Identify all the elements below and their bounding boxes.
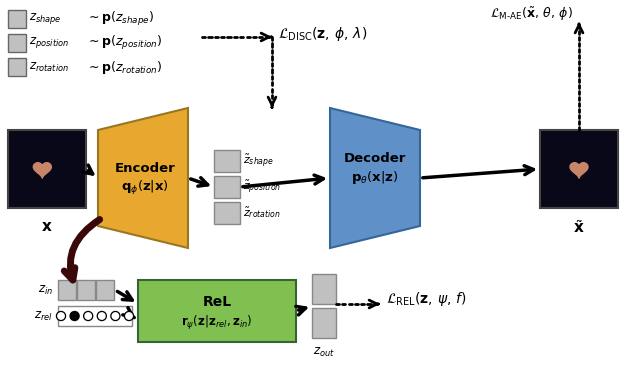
Text: $z_{shape}$: $z_{shape}$ <box>29 12 61 26</box>
FancyBboxPatch shape <box>540 130 618 208</box>
Text: $\tilde{z}_{rotation}$: $\tilde{z}_{rotation}$ <box>243 206 281 220</box>
Text: $\sim \mathbf{p}(z_{shape})$: $\sim \mathbf{p}(z_{shape})$ <box>86 10 154 28</box>
FancyBboxPatch shape <box>214 176 240 198</box>
Circle shape <box>84 312 93 320</box>
Circle shape <box>85 313 92 319</box>
Text: $\mathbf{r}_\psi(\mathbf{z}|\mathbf{z}_{rel},\mathbf{z}_{in})$: $\mathbf{r}_\psi(\mathbf{z}|\mathbf{z}_{… <box>181 314 253 333</box>
Text: $z_{rel}$: $z_{rel}$ <box>34 310 53 322</box>
Text: $\sim \mathbf{p}(z_{position})$: $\sim \mathbf{p}(z_{position})$ <box>86 34 163 52</box>
Text: $\tilde{z}_{position}$: $\tilde{z}_{position}$ <box>243 178 281 196</box>
Polygon shape <box>330 108 420 248</box>
Circle shape <box>58 313 64 319</box>
Text: $\mathcal{L}_\mathrm{DISC}(\mathbf{z},\,\phi,\,\lambda)$: $\mathcal{L}_\mathrm{DISC}(\mathbf{z},\,… <box>278 25 367 43</box>
FancyBboxPatch shape <box>8 58 26 76</box>
Polygon shape <box>33 163 51 178</box>
FancyBboxPatch shape <box>8 34 26 52</box>
Text: Encoder: Encoder <box>115 163 175 175</box>
FancyBboxPatch shape <box>8 130 86 208</box>
FancyBboxPatch shape <box>58 306 132 326</box>
FancyBboxPatch shape <box>214 202 240 224</box>
FancyBboxPatch shape <box>96 280 114 300</box>
Text: Decoder: Decoder <box>344 151 406 165</box>
Text: $z_{rotation}$: $z_{rotation}$ <box>29 61 69 74</box>
Circle shape <box>125 312 134 320</box>
FancyBboxPatch shape <box>8 10 26 28</box>
Text: $\mathcal{L}_\mathrm{REL}(\mathbf{z},\,\psi,\,f)$: $\mathcal{L}_\mathrm{REL}(\mathbf{z},\,\… <box>386 290 467 308</box>
Text: $z_{position}$: $z_{position}$ <box>29 35 69 50</box>
Text: $z_{out}$: $z_{out}$ <box>313 346 335 359</box>
Text: $\tilde{\mathbf{x}}$: $\tilde{\mathbf{x}}$ <box>573 219 585 236</box>
Circle shape <box>72 313 78 319</box>
Text: ReL: ReL <box>202 295 232 309</box>
FancyBboxPatch shape <box>138 280 296 342</box>
Text: $\mathbf{x}$: $\mathbf{x}$ <box>41 219 53 234</box>
Circle shape <box>56 312 65 320</box>
Circle shape <box>70 312 79 320</box>
FancyBboxPatch shape <box>312 274 336 304</box>
FancyBboxPatch shape <box>77 280 95 300</box>
Circle shape <box>112 313 118 319</box>
Text: $\mathcal{L}_\mathrm{M\text{-}AE}(\tilde{\mathbf{x}},\,\theta,\,\phi)$: $\mathcal{L}_\mathrm{M\text{-}AE}(\tilde… <box>490 5 573 23</box>
Text: $\tilde{z}_{shape}$: $\tilde{z}_{shape}$ <box>243 152 274 170</box>
Polygon shape <box>570 163 588 178</box>
Circle shape <box>97 312 106 320</box>
FancyBboxPatch shape <box>214 150 240 172</box>
Text: $\sim \mathbf{p}(z_{rotation})$: $\sim \mathbf{p}(z_{rotation})$ <box>86 59 163 76</box>
Circle shape <box>99 313 105 319</box>
Circle shape <box>126 313 132 319</box>
FancyBboxPatch shape <box>58 280 76 300</box>
Text: $\mathbf{p}_\theta(\mathbf{x}|\mathbf{z})$: $\mathbf{p}_\theta(\mathbf{x}|\mathbf{z}… <box>351 168 399 185</box>
Polygon shape <box>98 108 188 248</box>
Text: $z_{in}$: $z_{in}$ <box>38 284 53 296</box>
Text: $\mathbf{q}_\phi(\mathbf{z}|\mathbf{x})$: $\mathbf{q}_\phi(\mathbf{z}|\mathbf{x})$ <box>121 179 169 197</box>
FancyBboxPatch shape <box>312 308 336 338</box>
Circle shape <box>111 312 120 320</box>
